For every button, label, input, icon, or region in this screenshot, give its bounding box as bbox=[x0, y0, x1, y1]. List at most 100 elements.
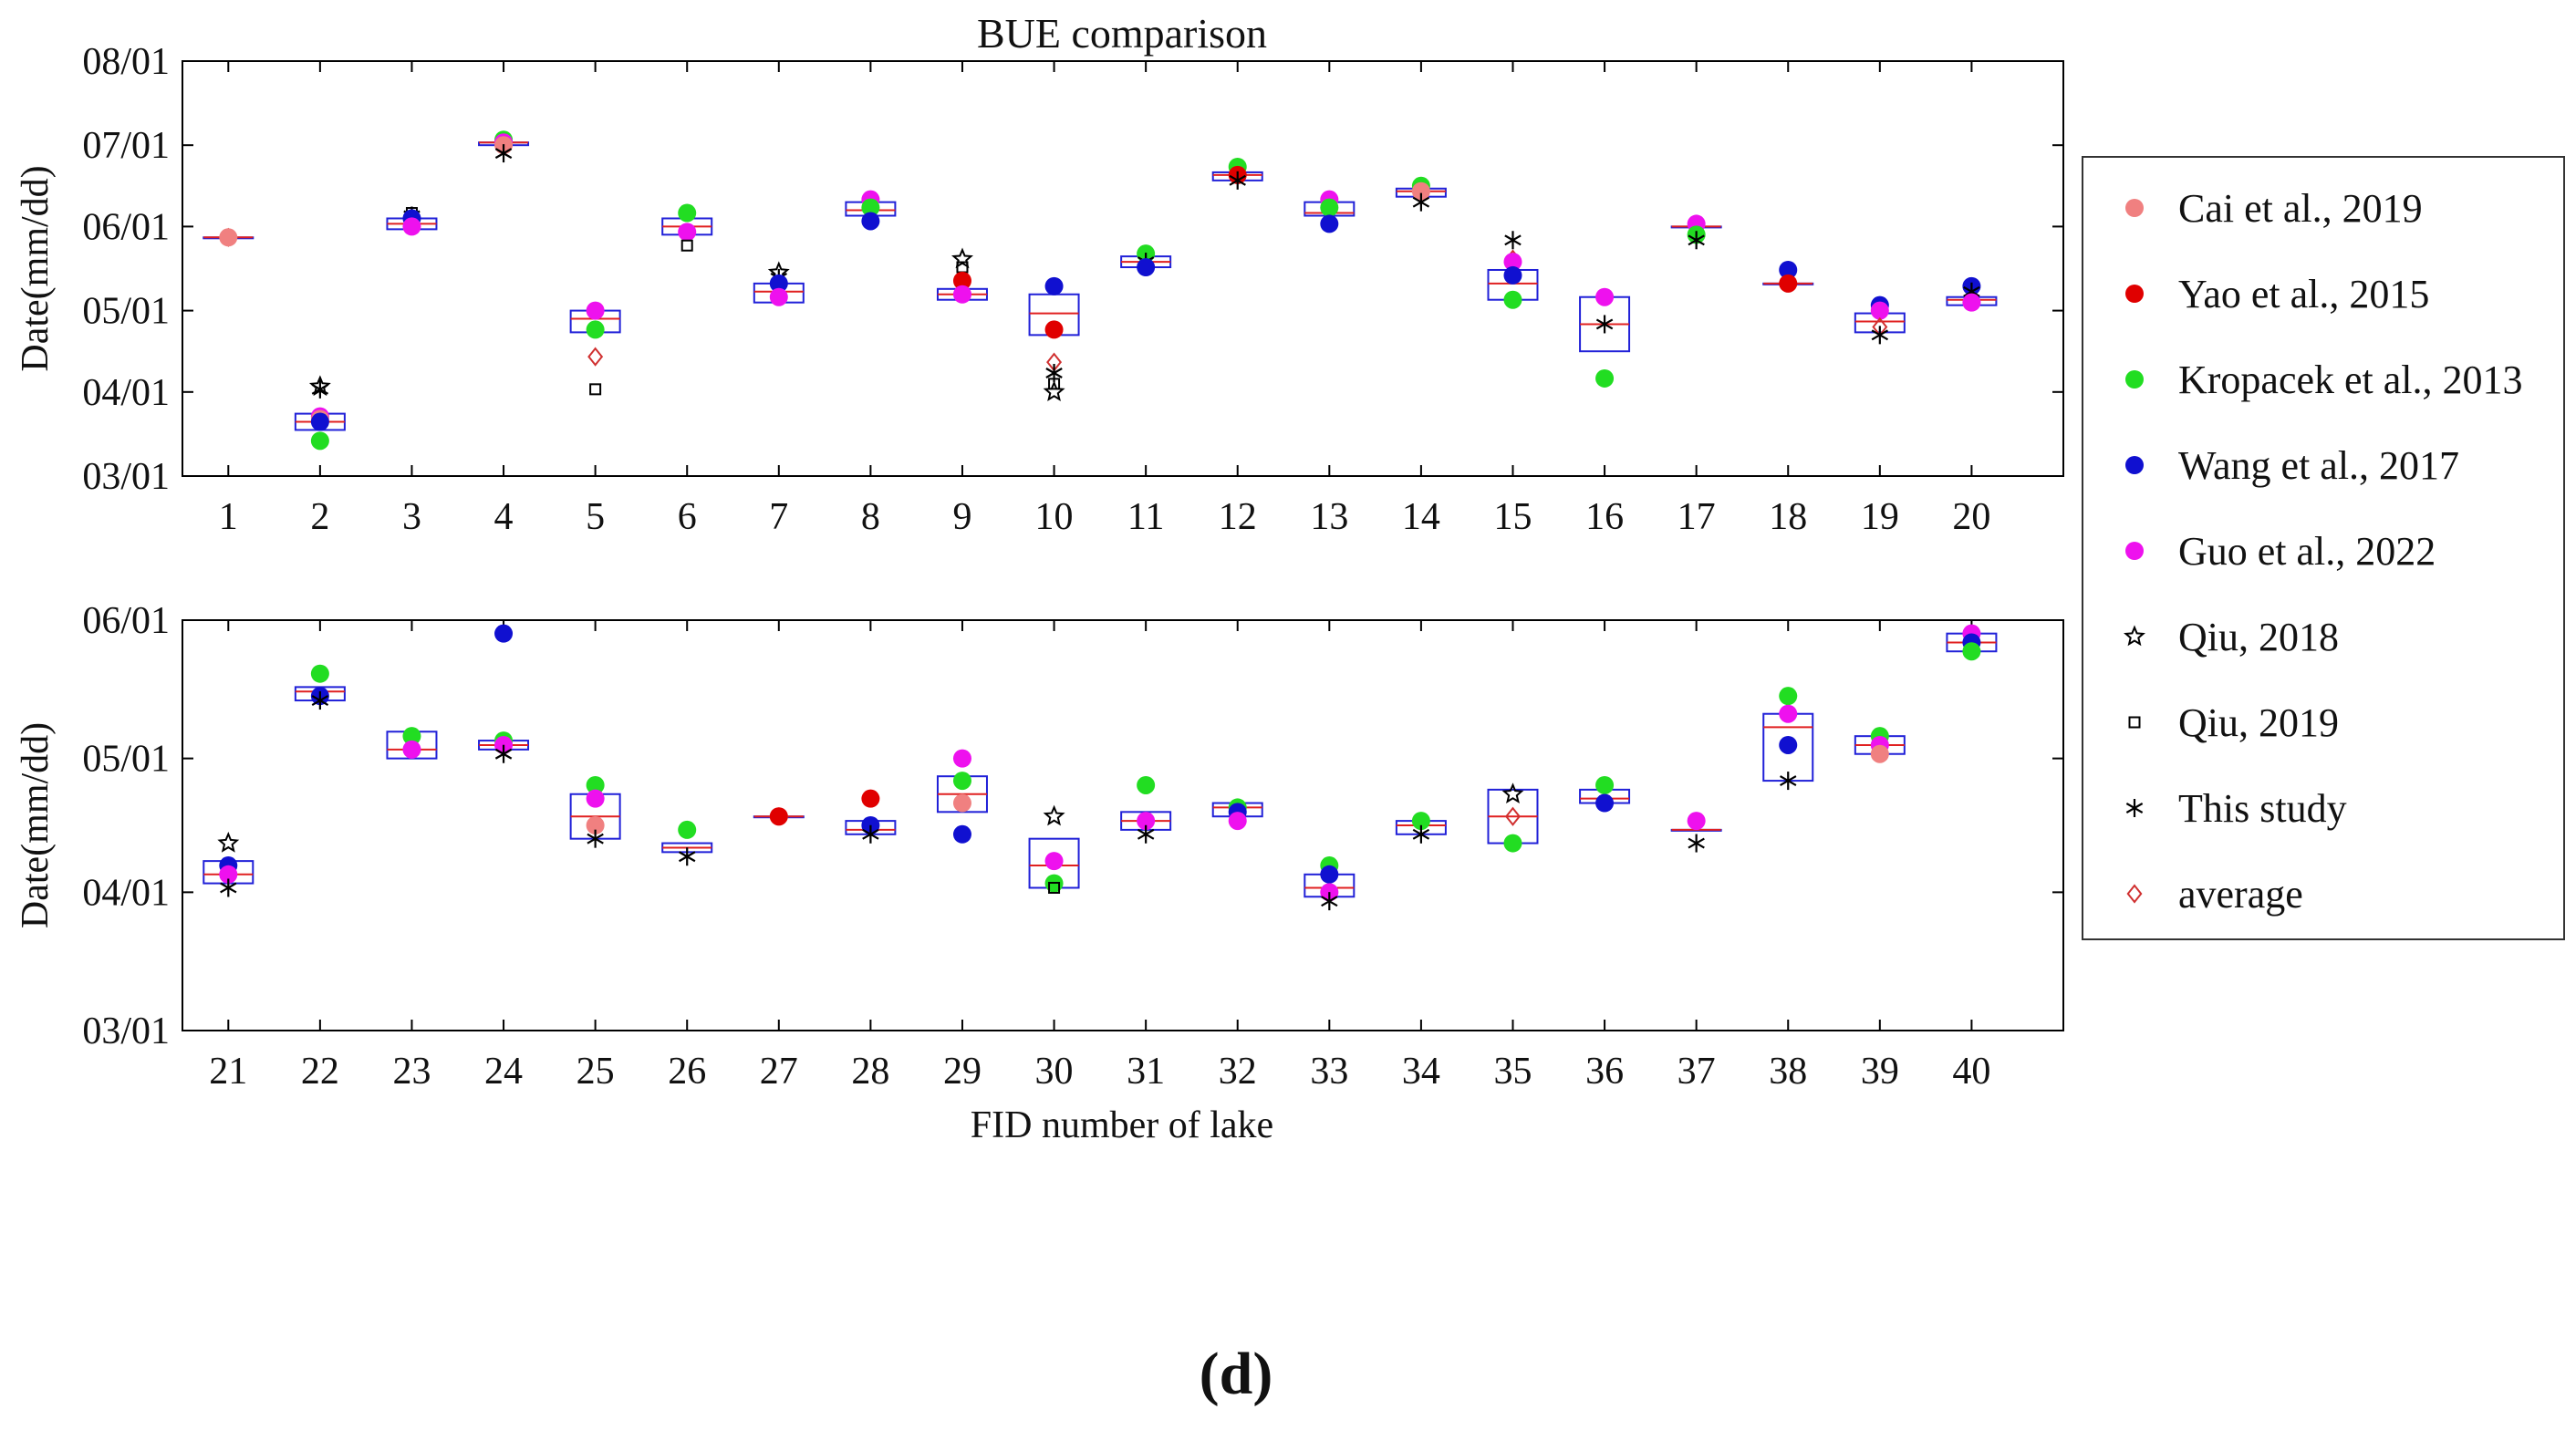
point-qiu18-35 bbox=[1501, 782, 1524, 804]
point-guo-3 bbox=[402, 217, 421, 236]
x-tick-label: 25 bbox=[576, 1051, 615, 1093]
point-kro-8 bbox=[861, 198, 880, 217]
point-guo-16 bbox=[1595, 287, 1615, 306]
point-qiu18-10 bbox=[1043, 380, 1065, 402]
point-this-4 bbox=[494, 144, 513, 163]
x-tick-label: 5 bbox=[586, 496, 605, 538]
point-kro-16 bbox=[1595, 368, 1615, 388]
point-kro-34 bbox=[1411, 812, 1430, 831]
legend-marker-yao bbox=[2125, 285, 2144, 303]
x-tick-label: 8 bbox=[861, 496, 880, 538]
point-yao-27 bbox=[769, 807, 788, 826]
x-axis-label: FID number of lake bbox=[971, 1104, 1273, 1146]
point-wang-8 bbox=[861, 212, 880, 231]
legend: Cai et al., 2019 Yao et al., 2015 Kropacek… bbox=[2082, 156, 2565, 940]
bottom-plot-frame bbox=[182, 619, 2064, 1031]
point-guo-5 bbox=[586, 301, 605, 320]
point-kro-5 bbox=[586, 320, 605, 339]
point-this-28 bbox=[862, 824, 879, 844]
x-tick-label: 18 bbox=[1769, 496, 1807, 538]
point-kro-2 bbox=[310, 431, 329, 451]
x-tick-label: 34 bbox=[1402, 1051, 1440, 1093]
legend-label-avg: average bbox=[2178, 872, 2303, 917]
point-this-31 bbox=[1137, 824, 1155, 844]
point-wang-7 bbox=[769, 274, 788, 293]
x-tick-label: 12 bbox=[1219, 496, 1257, 538]
x-tick-label: 20 bbox=[1952, 496, 1990, 538]
point-guo-19 bbox=[1870, 301, 1889, 320]
point-guo-7 bbox=[769, 287, 788, 306]
point-yao-18 bbox=[1779, 274, 1798, 293]
x-tick-label: 36 bbox=[1585, 1051, 1624, 1093]
point-this-25 bbox=[587, 829, 604, 848]
point-guo-21 bbox=[219, 865, 238, 884]
x-tick-label: 19 bbox=[1861, 496, 1899, 538]
x-tick-label: 13 bbox=[1310, 496, 1348, 538]
y-axis-label: Date(mm/dd) bbox=[15, 165, 57, 371]
y-tick-label: 07/01 bbox=[82, 125, 170, 167]
point-this-34 bbox=[1412, 824, 1430, 844]
x-tick-label: 3 bbox=[402, 496, 421, 538]
point-guo-31 bbox=[1137, 812, 1156, 831]
legend-marker-guo bbox=[2125, 542, 2144, 560]
point-guo-25 bbox=[586, 789, 605, 808]
point-this-21 bbox=[220, 878, 237, 897]
point-kro-25 bbox=[586, 775, 605, 794]
y-axis-label: Date(mm/dd) bbox=[15, 722, 57, 928]
point-wang-38 bbox=[1779, 735, 1798, 754]
point-kro-36 bbox=[1595, 775, 1615, 794]
legend-marker-avg bbox=[2126, 884, 2143, 904]
y-tick-label: 08/01 bbox=[82, 41, 170, 83]
y-tick-label: 03/01 bbox=[82, 456, 170, 498]
x-tick-label: 7 bbox=[769, 496, 788, 538]
top-plot-frame bbox=[182, 60, 2064, 477]
legend-marker-kro bbox=[2125, 370, 2144, 389]
x-tick-label: 1 bbox=[219, 496, 238, 538]
point-kro-15 bbox=[1503, 290, 1522, 309]
point-wang-10 bbox=[1044, 276, 1064, 295]
point-guo-23 bbox=[402, 740, 421, 759]
x-tick-label: 17 bbox=[1678, 496, 1716, 538]
x-tick-label: 16 bbox=[1585, 496, 1624, 538]
x-tick-label: 22 bbox=[301, 1051, 339, 1093]
point-kro-29 bbox=[952, 772, 971, 791]
legend-label-qiu19: Qiu, 2019 bbox=[2178, 700, 2339, 745]
x-tick-label: 27 bbox=[760, 1051, 798, 1093]
x-tick-label: 29 bbox=[943, 1051, 982, 1093]
legend-label-this: This study bbox=[2178, 786, 2347, 831]
point-this-15 bbox=[1504, 231, 1522, 250]
legend-marker-cai bbox=[2125, 199, 2144, 217]
point-this-17 bbox=[1688, 231, 1705, 250]
point-kro-35 bbox=[1503, 834, 1522, 853]
point-qiu18-30 bbox=[1043, 804, 1065, 826]
point-this-14 bbox=[1412, 192, 1430, 212]
legend-box bbox=[2082, 156, 2565, 940]
x-tick-label: 4 bbox=[494, 496, 514, 538]
point-wang-11 bbox=[1137, 258, 1156, 277]
point-guo-29 bbox=[952, 749, 971, 768]
point-kro-13 bbox=[1320, 198, 1339, 217]
x-tick-label: 33 bbox=[1310, 1051, 1348, 1093]
point-this-12 bbox=[1229, 171, 1246, 190]
bottom-panel: 03/01 04/01 05/01 06/01 21 22 23 24 25 26 27 28 29 30… bbox=[15, 600, 2064, 1093]
x-tick-label: 2 bbox=[310, 496, 329, 538]
point-qiu19-6 bbox=[680, 239, 693, 252]
x-tick-label: 40 bbox=[1952, 1051, 1990, 1093]
y-tick-label: 05/01 bbox=[82, 739, 170, 781]
chart-title: BUE comparison bbox=[977, 10, 1267, 57]
point-guo-38 bbox=[1779, 704, 1798, 723]
legend-marker-qiu19 bbox=[2128, 716, 2141, 729]
x-tick-label: 15 bbox=[1493, 496, 1532, 538]
point-yao-10 bbox=[1044, 320, 1064, 339]
legend-label-cai: Cai et al., 2019 bbox=[2178, 186, 2423, 231]
point-this-33 bbox=[1321, 892, 1338, 911]
point-kro-38 bbox=[1779, 687, 1798, 706]
point-cai-1 bbox=[219, 228, 238, 247]
point-yao-28 bbox=[861, 789, 880, 808]
x-tick-label: 28 bbox=[851, 1051, 889, 1093]
point-avg-5 bbox=[587, 347, 604, 367]
y-tick-label: 04/01 bbox=[82, 872, 170, 914]
legend-label-qiu18: Qiu, 2018 bbox=[2178, 615, 2339, 659]
